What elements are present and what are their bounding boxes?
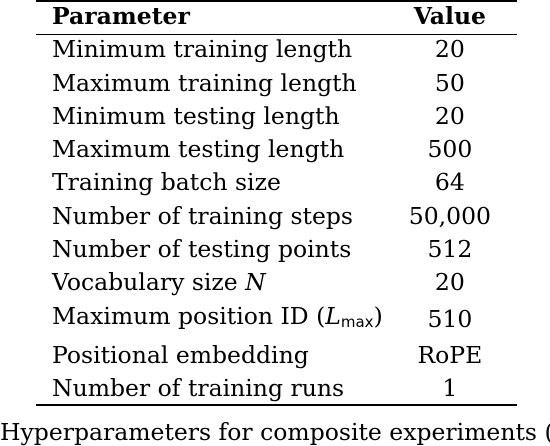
math-symbol-n: N — [245, 268, 266, 297]
parameter-cell: Minimum testing length — [52, 101, 340, 130]
parameter-cell: Minimum training length — [52, 35, 353, 64]
parameter-text-suffix: ) — [373, 301, 383, 330]
table-row: Maximum testing length 500 — [36, 133, 517, 166]
parameter-text: Vocabulary size — [52, 268, 246, 297]
parameter-cell: Number of training steps — [52, 201, 353, 230]
parameter-cell: Vocabulary size N — [36, 266, 383, 299]
value-cell: 50,000 — [408, 201, 491, 230]
parameter-cell: Number of testing points — [52, 235, 352, 264]
parameter-cell: Positional embedding — [52, 340, 309, 369]
value-cell: 64 — [434, 168, 465, 197]
table-row: Vocabulary size N 20 — [36, 266, 517, 299]
table-header-rule — [36, 34, 517, 36]
table-row: Minimum testing length 20 — [36, 100, 517, 133]
parameter-cell: Training batch size — [52, 168, 281, 197]
value-cell: 50 — [434, 68, 465, 97]
hyperparameter-table-container: Parameter Value Minimum training length … — [36, 0, 517, 406]
value-cell: 1 — [442, 374, 458, 403]
table-bottom-rule — [36, 404, 517, 406]
table-row: Number of training steps 50,000 — [36, 200, 517, 233]
table-row: Training batch size 64 — [36, 166, 517, 199]
math-symbol-l: L — [325, 301, 341, 330]
table-row: Minimum training length 20 — [36, 33, 517, 66]
value-cell: 20 — [434, 101, 465, 130]
table-row: Number of training runs 1 — [36, 372, 517, 405]
hyperparameter-table: Parameter Value Minimum training length … — [36, 0, 517, 406]
value-cell: 20 — [434, 35, 465, 64]
parameter-text: Maximum position ID ( — [52, 301, 326, 330]
table-row: Number of testing points 512 — [36, 233, 517, 266]
value-cell: 20 — [434, 268, 465, 297]
table-row: Maximum position ID (Lmax) 510 — [36, 300, 517, 339]
table-header-row: Parameter Value — [36, 0, 517, 33]
value-cell: 512 — [427, 235, 473, 264]
parameter-cell: Number of training runs — [52, 374, 345, 403]
value-cell: 510 — [427, 304, 473, 333]
table-row: Positional embedding RoPE — [36, 339, 517, 372]
value-cell: 500 — [427, 135, 473, 164]
table-caption: Hyperparameters for composite experiment… — [0, 418, 550, 446]
table-row: Maximum training length 50 — [36, 67, 517, 100]
value-cell: RoPE — [417, 340, 483, 369]
column-header-value: Value — [413, 2, 486, 30]
parameter-cell: Maximum training length — [52, 68, 357, 97]
table-top-rule — [36, 0, 517, 2]
parameter-cell: Maximum position ID (Lmax) — [36, 300, 383, 339]
parameter-cell: Maximum testing length — [52, 135, 345, 164]
column-header-parameter: Parameter — [52, 2, 190, 30]
math-subscript-max: max — [340, 312, 374, 331]
